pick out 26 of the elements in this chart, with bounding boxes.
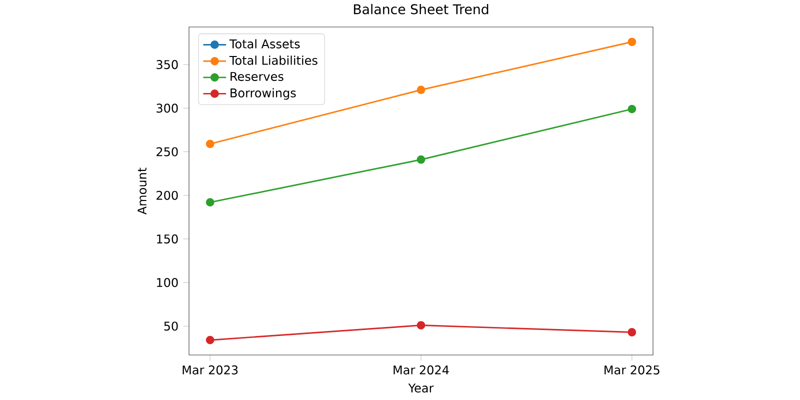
y-tick-label: 300 — [156, 104, 178, 113]
y-axis-title: Amount — [138, 168, 147, 214]
x-axis-title: Year — [408, 384, 434, 393]
y-tick-label: 250 — [156, 147, 178, 156]
y-tick-label: 200 — [156, 190, 178, 200]
chart-title: Balance Sheet Trend — [354, 4, 488, 14]
point — [416, 155, 426, 164]
legend-label: Total Liabilities — [229, 56, 318, 65]
point — [628, 328, 636, 336]
point — [206, 198, 214, 207]
point — [206, 140, 214, 148]
x-tick-label: Mar 2025 — [604, 365, 660, 374]
legend-label: Borrowings — [230, 88, 296, 100]
legend-label: Total Assets — [229, 39, 300, 48]
y-tick-label: 150 — [157, 234, 178, 244]
y-tick-label: 50 — [164, 322, 178, 331]
point — [416, 86, 426, 94]
point — [416, 321, 426, 330]
x-tick-label: Mar 2023 — [182, 365, 238, 374]
point — [628, 38, 636, 46]
y-tick-label: 350 — [156, 60, 178, 70]
point — [206, 336, 214, 344]
x-tick-label: Mar 2024 — [394, 365, 449, 374]
point — [628, 104, 636, 114]
legend-label: Reserves — [230, 72, 284, 81]
y-tick-label: 100 — [157, 278, 178, 288]
